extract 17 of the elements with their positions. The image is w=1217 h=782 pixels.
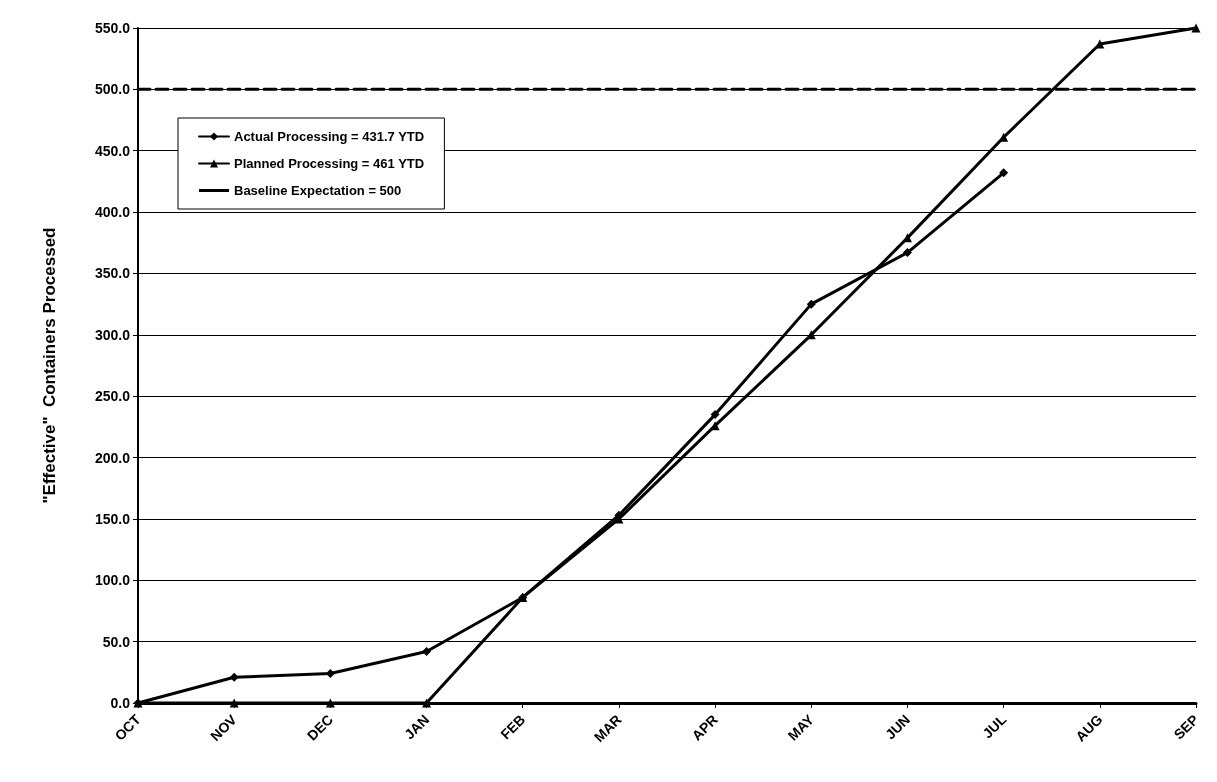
legend-label: Actual Processing = 431.7 YTD [234,129,425,144]
y-tick-label: 200.0 [94,449,131,466]
y-tick-label: 0.0 [110,695,131,711]
legend-label: Baseline Expectation = 500 [234,183,402,198]
y-tick-label: 100.0 [94,572,131,589]
y-tick-label: 450.0 [94,142,131,159]
legend-label: Planned Processing = 461 YTD [234,156,425,171]
y-tick-label: 300.0 [94,326,131,343]
x-tick-label: JUL [979,711,1010,742]
y-tick-label: 150.0 [94,510,131,527]
y-tick-label: 350.0 [94,265,131,282]
y-axis-title: "Effective" Containers Processed [40,227,59,504]
y-tick-label: 500.0 [94,81,131,98]
y-tick-label: 250.0 [94,388,131,405]
y-tick-label: 50.0 [102,633,131,650]
y-tick-label: 550.0 [94,20,131,36]
y-tick-label: 400.0 [94,204,131,221]
